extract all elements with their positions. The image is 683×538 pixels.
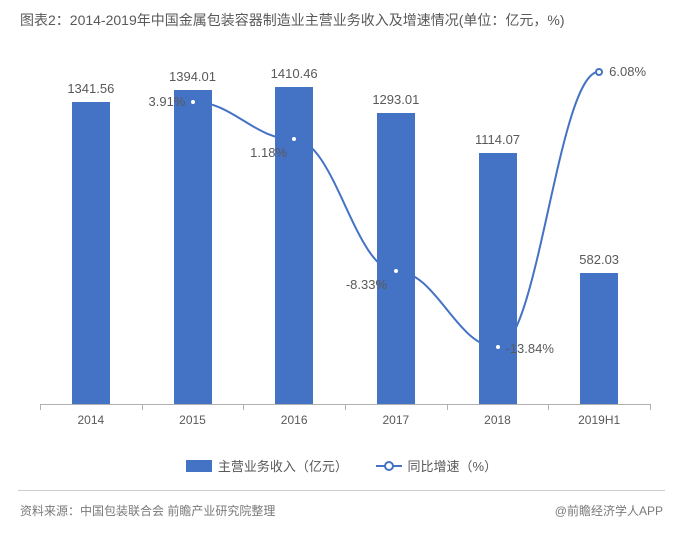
legend: 主营业务收入（亿元） 同比增速（%） [0,456,683,475]
bar-swatch-icon [186,460,212,472]
bar [580,273,618,404]
source-line: 资料来源：中国包装联合会 前瞻产业研究院整理 [20,502,275,519]
bar-value-label: 1293.01 [372,92,419,107]
line-marker [595,68,603,76]
bar [174,90,212,404]
line-marker [494,343,502,351]
axis-tick [40,404,41,410]
line-marker [392,267,400,275]
x-axis-label: 2019H1 [578,413,620,427]
bar [72,102,110,404]
bar-value-label: 1341.56 [67,81,114,96]
x-axis-label: 2018 [484,413,511,427]
legend-line: 同比增速（%） [376,456,498,475]
axis-tick [345,404,346,410]
bar-value-label: 582.03 [579,252,619,267]
chart-area: 1341.56 1394.01 1410.46 1293.01 1114.07 582.0… [40,45,650,435]
x-axis-label: 2017 [382,413,409,427]
x-axis-label: 2016 [281,413,308,427]
x-axis-label: 2015 [179,413,206,427]
line-value-label: -13.84% [506,341,554,356]
chart-container: 图表2：2014-2019年中国金属包装容器制造业主营业务收入及增速情况(单位：… [0,0,683,538]
source-text: 中国包装联合会 前瞻产业研究院整理 [80,504,275,518]
axis-tick [243,404,244,410]
bar-value-label: 1114.07 [475,132,520,147]
growth-line [40,45,650,405]
line-value-label: 6.08% [609,64,646,79]
axis-tick [447,404,448,410]
bar [275,87,313,404]
line-value-label: 1.18% [250,145,287,160]
bar-value-label: 1394.01 [169,69,216,84]
bar [377,113,415,404]
plot-area: 1341.56 1394.01 1410.46 1293.01 1114.07 582.0… [40,45,650,405]
watermark: @前瞻经济学人APP [555,502,663,519]
axis-tick [548,404,549,410]
bar-value-label: 1410.46 [271,66,318,81]
legend-line-label: 同比增速（%） [408,456,498,475]
legend-bar: 主营业务收入（亿元） [186,456,348,475]
axis-tick [142,404,143,410]
line-value-label: 3.91% [149,94,186,109]
bar [479,153,517,404]
legend-bar-label: 主营业务收入（亿元） [218,456,348,475]
line-value-label: -8.33% [346,277,387,292]
chart-title: 图表2：2014-2019年中国金属包装容器制造业主营业务收入及增速情况(单位：… [0,0,683,30]
footer-divider [18,490,665,491]
x-axis-label: 2014 [77,413,104,427]
line-swatch-icon [376,460,402,472]
source-label: 资料来源： [20,504,80,518]
line-marker [189,98,197,106]
line-marker [290,135,298,143]
axis-tick [650,404,651,410]
